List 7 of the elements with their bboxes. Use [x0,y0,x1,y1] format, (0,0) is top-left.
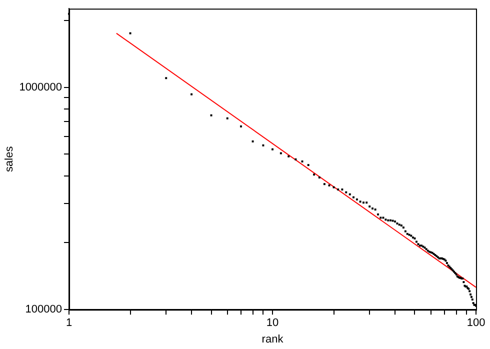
x-tick-label: 10 [266,317,279,330]
x-tick-label: 100 [466,317,486,330]
y-tick-label: 100000 [25,304,62,316]
y-axis-title: sales [4,146,16,172]
y-tick-label: 1000000 [19,81,62,94]
x-axis-title: rank [262,333,284,346]
x-tick-label: 1 [66,317,72,330]
